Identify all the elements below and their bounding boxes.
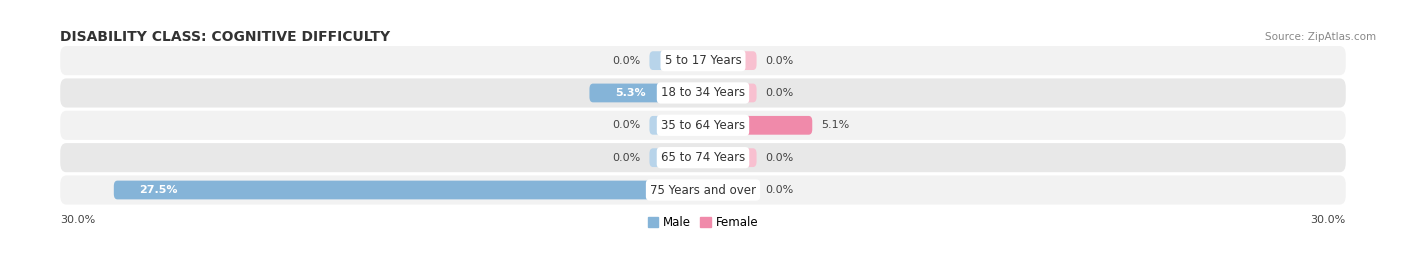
Text: DISABILITY CLASS: COGNITIVE DIFFICULTY: DISABILITY CLASS: COGNITIVE DIFFICULTY — [60, 30, 391, 44]
Text: 0.0%: 0.0% — [613, 56, 641, 66]
Text: 5 to 17 Years: 5 to 17 Years — [665, 54, 741, 67]
Text: 65 to 74 Years: 65 to 74 Years — [661, 151, 745, 164]
Text: 75 Years and over: 75 Years and over — [650, 184, 756, 196]
Text: 0.0%: 0.0% — [613, 120, 641, 130]
FancyBboxPatch shape — [589, 84, 703, 102]
Text: 0.0%: 0.0% — [765, 153, 793, 163]
Text: 30.0%: 30.0% — [60, 215, 96, 225]
Text: Source: ZipAtlas.com: Source: ZipAtlas.com — [1264, 32, 1375, 42]
FancyBboxPatch shape — [60, 143, 1346, 172]
FancyBboxPatch shape — [703, 84, 756, 102]
Text: 27.5%: 27.5% — [139, 185, 179, 195]
Text: 5.3%: 5.3% — [616, 88, 645, 98]
Legend: Male, Female: Male, Female — [648, 216, 758, 229]
FancyBboxPatch shape — [60, 79, 1346, 107]
FancyBboxPatch shape — [60, 176, 1346, 204]
FancyBboxPatch shape — [703, 116, 813, 135]
FancyBboxPatch shape — [114, 181, 703, 199]
FancyBboxPatch shape — [703, 51, 756, 70]
Text: 0.0%: 0.0% — [613, 153, 641, 163]
FancyBboxPatch shape — [703, 148, 756, 167]
Text: 5.1%: 5.1% — [821, 120, 849, 130]
Text: 30.0%: 30.0% — [1310, 215, 1346, 225]
FancyBboxPatch shape — [650, 116, 703, 135]
FancyBboxPatch shape — [650, 148, 703, 167]
FancyBboxPatch shape — [703, 181, 756, 199]
FancyBboxPatch shape — [650, 51, 703, 70]
Text: 0.0%: 0.0% — [765, 56, 793, 66]
FancyBboxPatch shape — [60, 111, 1346, 140]
Text: 35 to 64 Years: 35 to 64 Years — [661, 119, 745, 132]
Text: 0.0%: 0.0% — [765, 88, 793, 98]
Text: 18 to 34 Years: 18 to 34 Years — [661, 87, 745, 99]
FancyBboxPatch shape — [60, 46, 1346, 75]
Text: 0.0%: 0.0% — [765, 185, 793, 195]
